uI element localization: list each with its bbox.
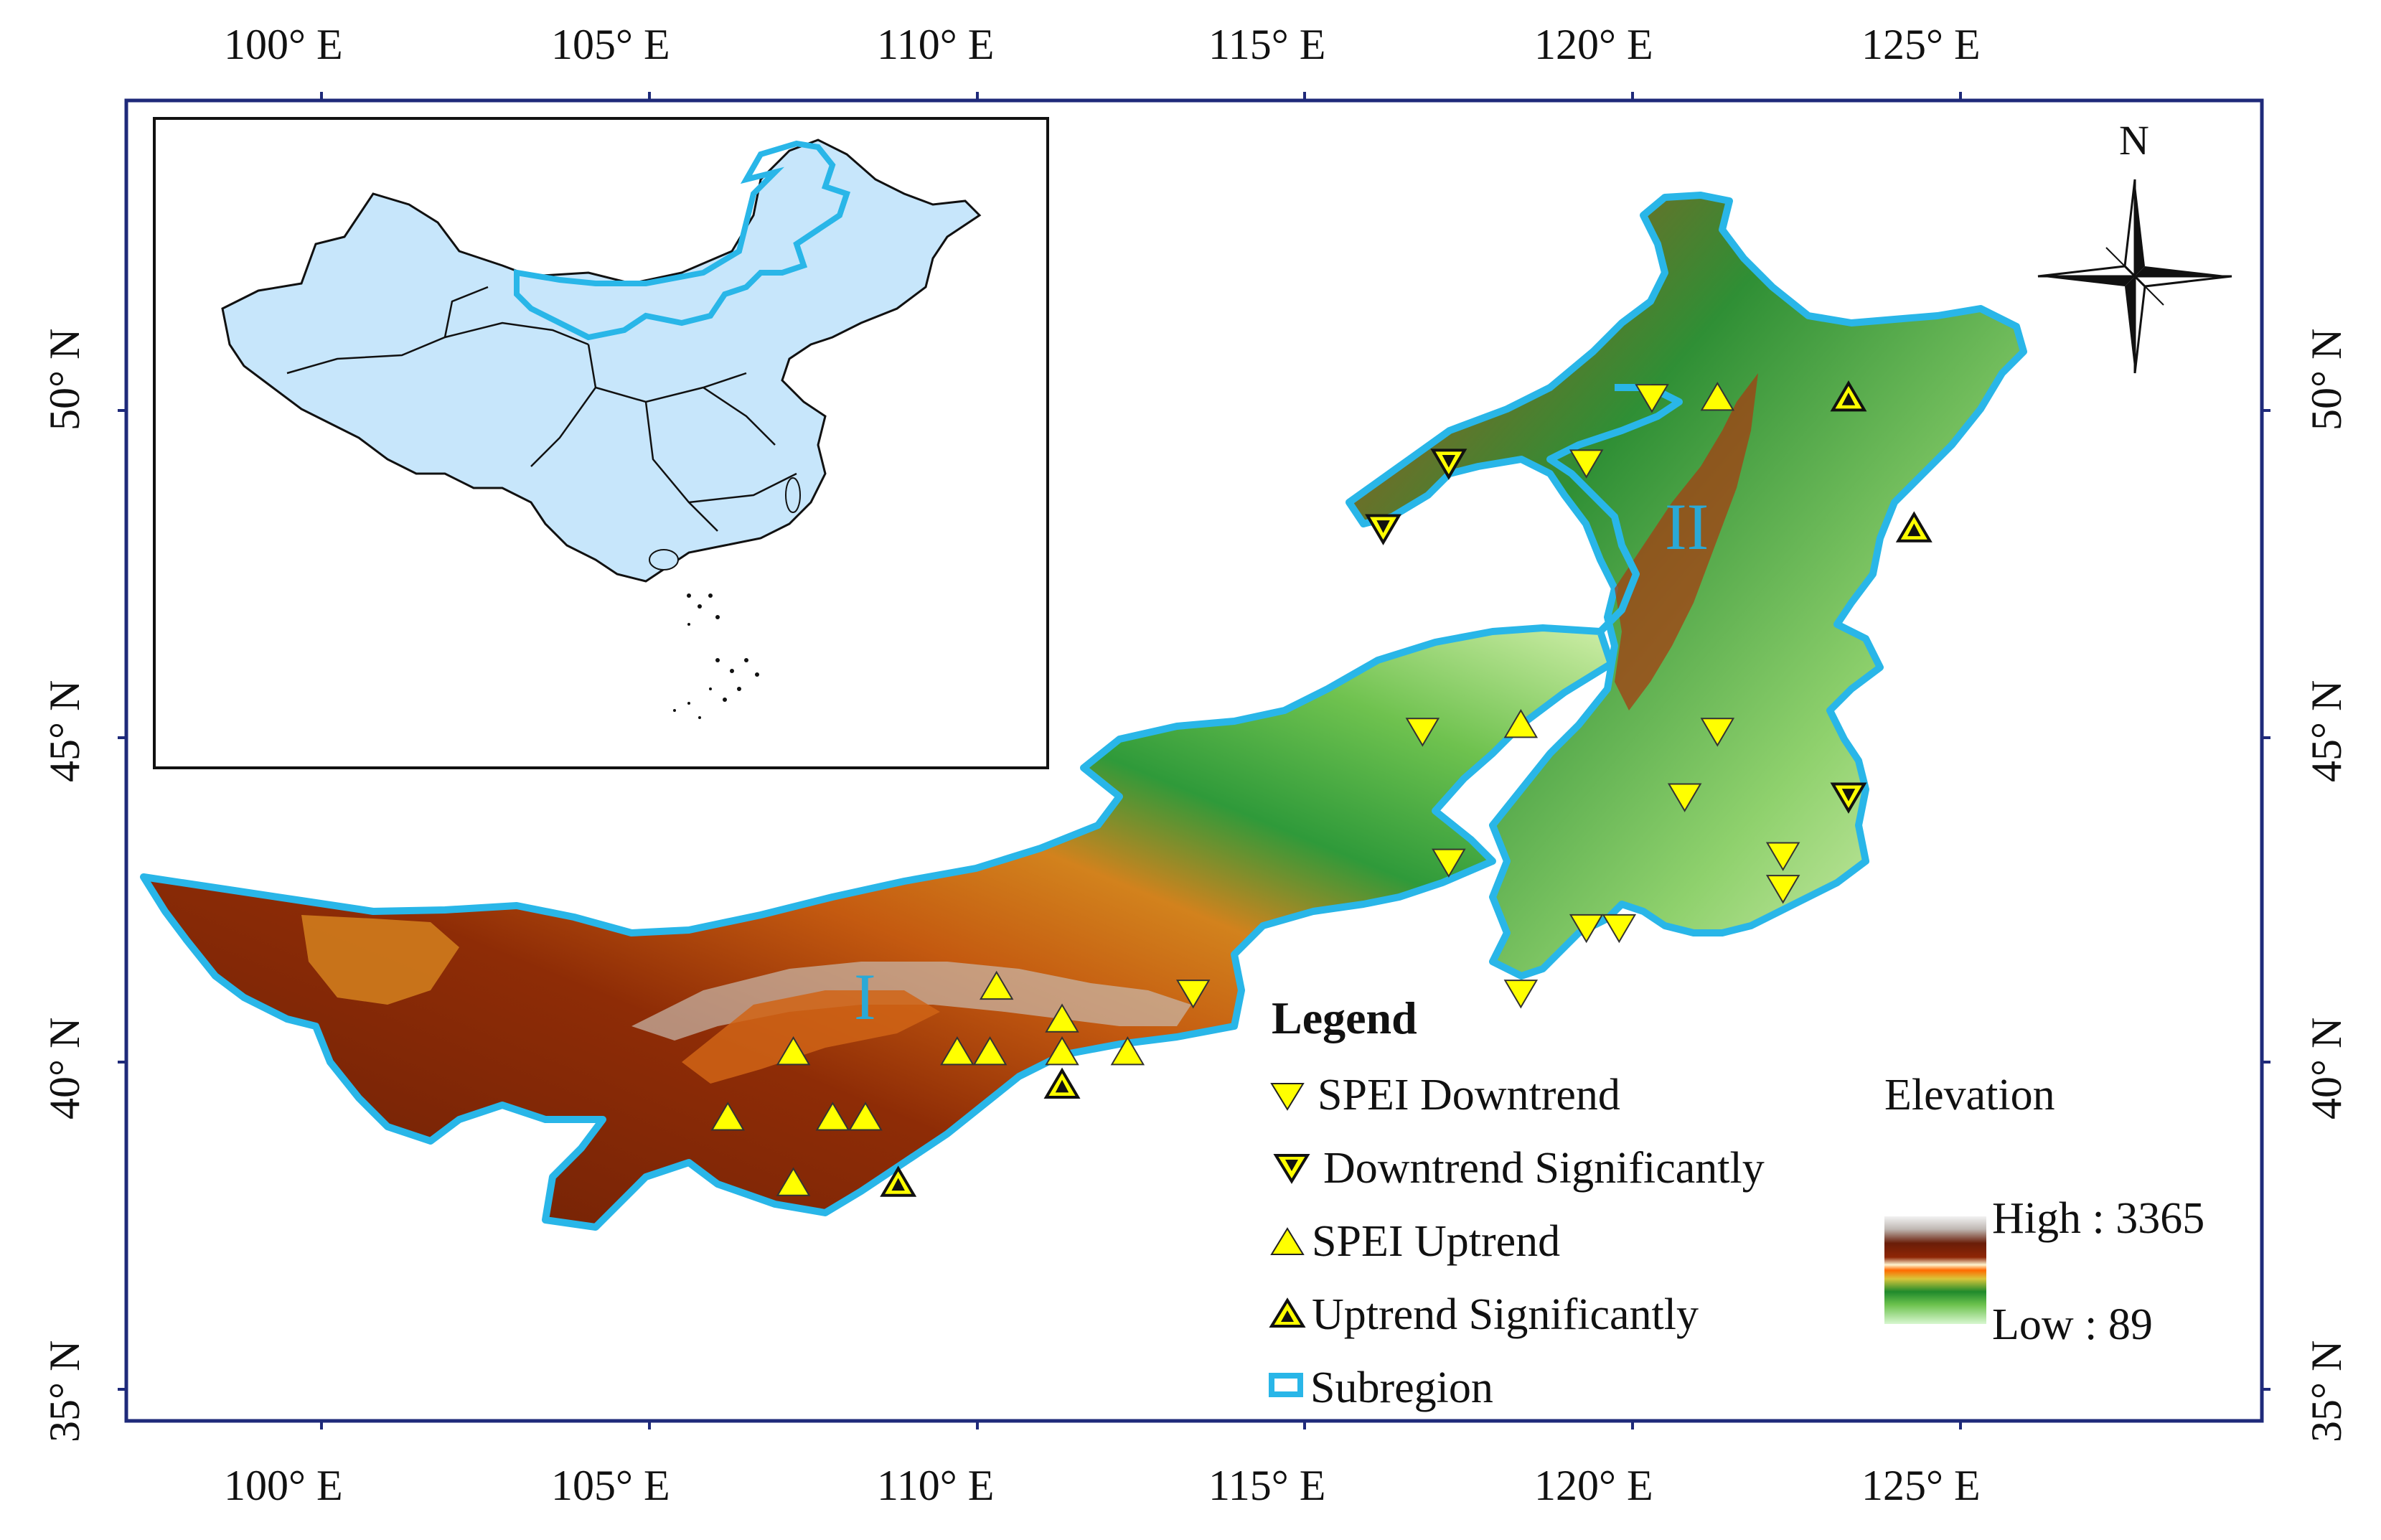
inset-china-map bbox=[153, 117, 1049, 769]
region-two-label: II bbox=[1665, 490, 1709, 563]
right-axis-labels: 50° N 45° N 40° N 35° N bbox=[2303, 329, 2350, 1442]
station-marker-up-sig bbox=[1830, 380, 1867, 412]
station-marker-down bbox=[1405, 718, 1440, 747]
station-marker-up bbox=[1503, 708, 1539, 738]
left-tick-40: 40° N bbox=[41, 1018, 88, 1119]
station-marker-up bbox=[979, 970, 1014, 1000]
station-marker-down-sig bbox=[1830, 782, 1867, 814]
legend-symbol-uptrend bbox=[1270, 1227, 1305, 1255]
station-marker-up bbox=[776, 1167, 811, 1196]
inset-subregion-outline bbox=[514, 140, 851, 341]
station-marker-down bbox=[1667, 783, 1702, 812]
legend-item-uptrend-significant: Uptrend Significantly bbox=[1312, 1290, 1699, 1339]
top-tick-125: 125° E bbox=[1861, 21, 1981, 68]
bottom-tick-125: 125° E bbox=[1861, 1462, 1981, 1509]
legend: Legend SPEI Downtrend Downtrend Signific… bbox=[1269, 992, 1765, 1412]
legend-item-subregion: Subregion bbox=[1310, 1363, 1493, 1412]
station-marker-down bbox=[1569, 449, 1604, 479]
region-one-desert bbox=[301, 915, 459, 1005]
legend-symbol-downtrend bbox=[1270, 1083, 1305, 1111]
stations-layer bbox=[710, 380, 1932, 1197]
top-tick-110: 110° E bbox=[877, 21, 994, 68]
station-marker-up bbox=[940, 1036, 975, 1066]
elevation-legend: Elevation High : 3365 Low : 89 bbox=[1884, 1071, 2204, 1349]
top-tick-115: 115° E bbox=[1208, 21, 1325, 68]
inset-taiwan bbox=[785, 477, 801, 513]
station-marker-up bbox=[1700, 381, 1735, 411]
legend-item-downtrend-significant: Downtrend Significantly bbox=[1323, 1144, 1765, 1193]
station-marker-down bbox=[1635, 384, 1669, 413]
station-marker-down bbox=[1602, 914, 1637, 944]
subregion-boundary bbox=[1546, 384, 1683, 634]
station-marker-up bbox=[972, 1036, 1008, 1066]
inset-province-lines bbox=[286, 286, 797, 532]
station-marker-up bbox=[1045, 1036, 1079, 1066]
station-marker-down bbox=[1569, 914, 1604, 944]
station-marker-down-sig bbox=[1365, 514, 1402, 545]
station-marker-up-sig bbox=[880, 1165, 917, 1197]
right-tick-50: 50° N bbox=[2303, 329, 2350, 431]
station-marker-up-sig bbox=[1895, 511, 1932, 543]
station-marker-up-sig bbox=[1043, 1067, 1081, 1099]
elevation-color-ramp bbox=[1884, 1216, 1986, 1324]
left-axis-labels: 50° N 45° N 40° N 35° N bbox=[41, 329, 88, 1442]
left-tick-45: 45° N bbox=[41, 680, 88, 782]
station-marker-up bbox=[1045, 1003, 1079, 1033]
left-tick-50: 50° N bbox=[41, 329, 88, 431]
legend-title: Legend bbox=[1272, 992, 1417, 1043]
region-one-basin bbox=[682, 990, 940, 1084]
north-arrow: N bbox=[2037, 117, 2232, 374]
inset-south-sea-islands bbox=[673, 593, 759, 719]
station-marker-up bbox=[710, 1102, 745, 1131]
elevation-title: Elevation bbox=[1884, 1071, 2055, 1119]
top-tick-120: 120° E bbox=[1534, 21, 1653, 68]
bottom-tick-100: 100° E bbox=[224, 1462, 343, 1509]
station-marker-up bbox=[1110, 1036, 1145, 1066]
station-marker-up bbox=[815, 1102, 850, 1131]
left-tick-35: 35° N bbox=[41, 1341, 88, 1442]
region-one-label: I bbox=[854, 960, 876, 1033]
top-tick-105: 105° E bbox=[551, 21, 670, 68]
top-axis-labels: 100° E 105° E 110° E 115° E 120° E 125° … bbox=[224, 21, 1981, 68]
edge-ticks bbox=[118, 92, 2270, 1429]
station-marker-up bbox=[848, 1102, 883, 1131]
station-marker-up bbox=[776, 1036, 811, 1066]
north-label: N bbox=[2119, 117, 2149, 164]
legend-symbol-subregion bbox=[1269, 1373, 1303, 1397]
legend-item-uptrend: SPEI Uptrend bbox=[1312, 1217, 1560, 1266]
region-one-area bbox=[140, 624, 1615, 1231]
right-tick-40: 40° N bbox=[2303, 1018, 2350, 1119]
bottom-tick-115: 115° E bbox=[1208, 1462, 1325, 1509]
station-marker-down bbox=[1432, 848, 1466, 878]
station-marker-down bbox=[1175, 980, 1211, 1009]
region-two-mountains bbox=[1615, 373, 1758, 710]
station-marker-down bbox=[1765, 842, 1800, 871]
elevation-low-label: Low : 89 bbox=[1992, 1300, 2153, 1349]
station-marker-down bbox=[1700, 718, 1735, 747]
right-tick-45: 45° N bbox=[2303, 680, 2350, 782]
legend-item-downtrend: SPEI Downtrend bbox=[1318, 1071, 1620, 1119]
station-marker-down bbox=[1765, 875, 1800, 904]
bottom-tick-120: 120° E bbox=[1534, 1462, 1653, 1509]
bottom-tick-105: 105° E bbox=[551, 1462, 670, 1509]
bottom-axis-labels: 100° E 105° E 110° E 115° E 120° E 125° … bbox=[224, 1462, 1981, 1509]
top-tick-100: 100° E bbox=[224, 21, 343, 68]
inset-hainan bbox=[649, 549, 679, 571]
station-marker-down bbox=[1503, 980, 1539, 1009]
bottom-tick-110: 110° E bbox=[877, 1462, 994, 1509]
right-tick-35: 35° N bbox=[2303, 1341, 2350, 1442]
elevation-high-label: High : 3365 bbox=[1992, 1194, 2204, 1243]
station-marker-down-sig bbox=[1430, 449, 1467, 480]
